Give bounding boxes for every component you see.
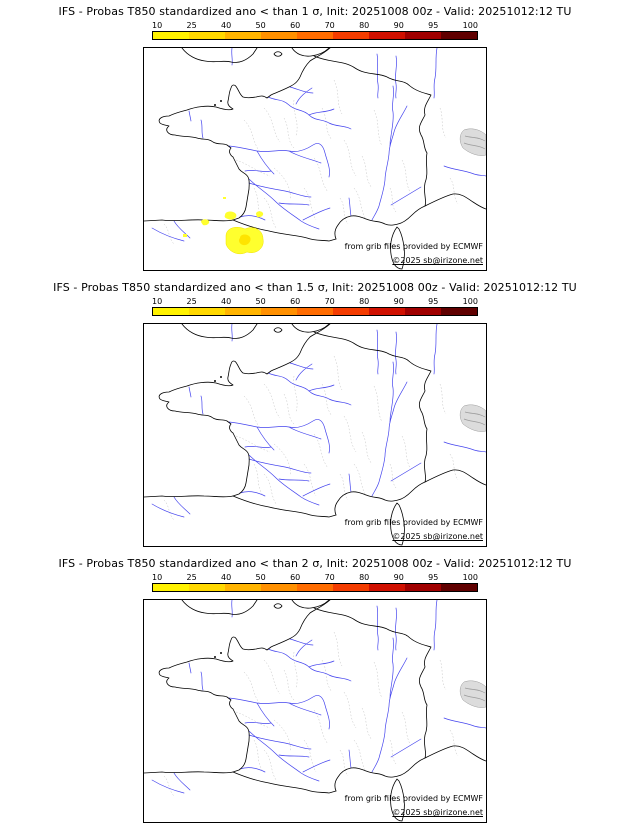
map-canvas [144, 324, 486, 546]
colorbar: 10 25 40 50 60 70 80 90 95 100 [152, 21, 478, 40]
colorbar-segment [261, 32, 297, 39]
colorbar-segment [153, 32, 189, 39]
copyright-link[interactable]: ©2025 sb@irizone.net [392, 256, 483, 265]
panel-prob-1-sigma: IFS - Probas T850 standardized ano < tha… [0, 0, 630, 276]
colorbar: 10 25 40 50 60 70 80 90 95 100 [152, 297, 478, 316]
data-source-note: from grib files provided by ECMWF [344, 794, 483, 803]
colorbar-segment [441, 584, 477, 591]
colorbar-segment [225, 308, 261, 315]
colorbar-tick-label: 40 [221, 573, 232, 582]
panel-prob-2-sigma: IFS - Probas T850 standardized ano < tha… [0, 552, 630, 828]
colorbar-segment [297, 584, 333, 591]
colorbar-tick-label: 90 [393, 21, 404, 30]
colorbar-tick-label: 25 [186, 573, 197, 582]
panel-title: IFS - Probas T850 standardized ano < tha… [58, 5, 572, 18]
colorbar-tick-label: 90 [393, 573, 404, 582]
colorbar-segment [441, 32, 477, 39]
colorbar-tick-label: 90 [393, 297, 404, 306]
colorbar-tick-label: 60 [290, 297, 301, 306]
colorbar-ticks: 10 25 40 50 60 70 80 90 95 100 [152, 573, 478, 582]
colorbar-tick-label: 25 [186, 21, 197, 30]
colorbar-segment [189, 308, 225, 315]
colorbar-segment [333, 32, 369, 39]
colorbar-tick-label: 50 [255, 297, 266, 306]
colorbar-segment [333, 584, 369, 591]
colorbar-segment [405, 32, 441, 39]
colorbar-segment [261, 584, 297, 591]
colorbar-tick-label: 50 [255, 21, 266, 30]
map-france: from grib files provided by ECMWF ©2025 … [143, 599, 487, 823]
panel-title: IFS - Probas T850 standardized ano < tha… [53, 281, 577, 294]
colorbar-segment [369, 308, 405, 315]
colorbar-tick-label: 40 [221, 297, 232, 306]
copyright-link[interactable]: ©2025 sb@irizone.net [392, 532, 483, 541]
colorbar-tick-label: 95 [428, 573, 439, 582]
colorbar-tick-label: 100 [462, 297, 478, 306]
colorbar-segment [153, 308, 189, 315]
colorbar-tick-label: 60 [290, 21, 301, 30]
colorbar-tick-label: 40 [221, 21, 232, 30]
colorbar-tick-label: 100 [462, 21, 478, 30]
colorbar-tick-label: 10 [152, 21, 163, 30]
colorbar-tick-label: 80 [359, 21, 370, 30]
map-canvas [144, 600, 486, 822]
colorbar: 10 25 40 50 60 70 80 90 95 100 [152, 573, 478, 592]
colorbar-segment [225, 584, 261, 591]
colorbar-tick-label: 70 [324, 297, 335, 306]
data-source-note: from grib files provided by ECMWF [344, 518, 483, 527]
map-france: from grib files provided by ECMWF ©2025 … [143, 323, 487, 547]
colorbar-gradient [152, 583, 478, 592]
anomaly-overlay [182, 196, 264, 255]
colorbar-tick-label: 95 [428, 297, 439, 306]
colorbar-tick-label: 50 [255, 573, 266, 582]
colorbar-segment [297, 32, 333, 39]
colorbar-segment [189, 32, 225, 39]
colorbar-segment [261, 308, 297, 315]
colorbar-gradient [152, 307, 478, 316]
colorbar-tick-label: 95 [428, 21, 439, 30]
colorbar-tick-label: 10 [152, 573, 163, 582]
map-canvas [144, 48, 486, 270]
colorbar-tick-label: 80 [359, 573, 370, 582]
panel-prob-1point5-sigma: IFS - Probas T850 standardized ano < tha… [0, 276, 630, 552]
colorbar-tick-label: 80 [359, 297, 370, 306]
colorbar-segment [369, 584, 405, 591]
colorbar-tick-label: 10 [152, 297, 163, 306]
colorbar-segment [153, 584, 189, 591]
copyright-link[interactable]: ©2025 sb@irizone.net [392, 808, 483, 817]
colorbar-tick-label: 70 [324, 21, 335, 30]
colorbar-tick-label: 70 [324, 573, 335, 582]
colorbar-segment [189, 584, 225, 591]
colorbar-tick-label: 60 [290, 573, 301, 582]
panel-title: IFS - Probas T850 standardized ano < tha… [58, 557, 572, 570]
colorbar-segment [405, 308, 441, 315]
colorbar-segment [225, 32, 261, 39]
colorbar-segment [297, 308, 333, 315]
colorbar-gradient [152, 31, 478, 40]
colorbar-segment [441, 308, 477, 315]
colorbar-tick-label: 100 [462, 573, 478, 582]
colorbar-segment [405, 584, 441, 591]
map-france: from grib files provided by ECMWF ©2025 … [143, 47, 487, 271]
colorbar-segment [333, 308, 369, 315]
colorbar-segment [369, 32, 405, 39]
colorbar-ticks: 10 25 40 50 60 70 80 90 95 100 [152, 297, 478, 306]
colorbar-tick-label: 25 [186, 297, 197, 306]
colorbar-ticks: 10 25 40 50 60 70 80 90 95 100 [152, 21, 478, 30]
data-source-note: from grib files provided by ECMWF [344, 242, 483, 251]
